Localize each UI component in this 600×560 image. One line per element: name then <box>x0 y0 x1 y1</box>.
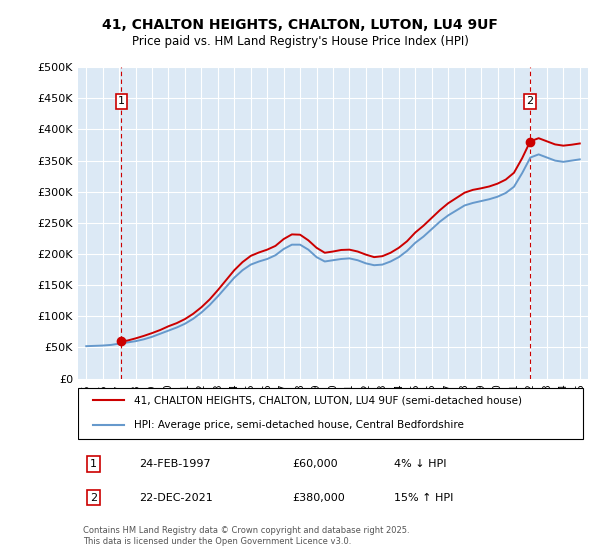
Text: 41, CHALTON HEIGHTS, CHALTON, LUTON, LU4 9UF (semi-detached house): 41, CHALTON HEIGHTS, CHALTON, LUTON, LU4… <box>134 395 522 405</box>
Text: Price paid vs. HM Land Registry's House Price Index (HPI): Price paid vs. HM Land Registry's House … <box>131 35 469 49</box>
Text: £60,000: £60,000 <box>292 459 338 469</box>
Text: 22-DEC-2021: 22-DEC-2021 <box>139 493 213 503</box>
Text: HPI: Average price, semi-detached house, Central Bedfordshire: HPI: Average price, semi-detached house,… <box>134 420 464 430</box>
Text: 2: 2 <box>90 493 97 503</box>
Text: 1: 1 <box>90 459 97 469</box>
Text: 2: 2 <box>526 96 533 106</box>
Text: 24-FEB-1997: 24-FEB-1997 <box>139 459 211 469</box>
Text: £380,000: £380,000 <box>292 493 345 503</box>
Text: 1: 1 <box>118 96 125 106</box>
Text: Contains HM Land Registry data © Crown copyright and database right 2025.
This d: Contains HM Land Registry data © Crown c… <box>83 526 410 545</box>
Text: 41, CHALTON HEIGHTS, CHALTON, LUTON, LU4 9UF: 41, CHALTON HEIGHTS, CHALTON, LUTON, LU4… <box>102 18 498 32</box>
FancyBboxPatch shape <box>78 388 583 438</box>
Text: 4% ↓ HPI: 4% ↓ HPI <box>394 459 446 469</box>
Text: 15% ↑ HPI: 15% ↑ HPI <box>394 493 454 503</box>
